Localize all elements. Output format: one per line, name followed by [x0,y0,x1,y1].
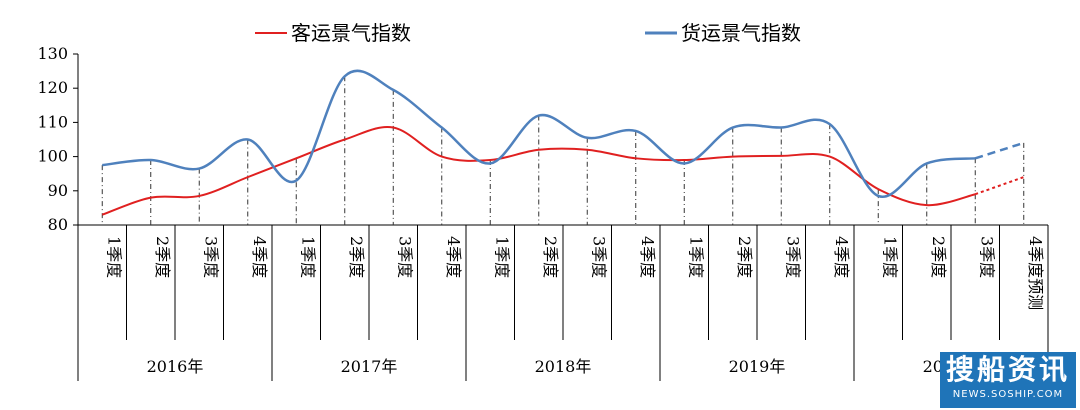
category-label: 4季度 [832,236,851,278]
y-tick-label: 90 [48,181,68,200]
category-label: 4季度 [638,236,657,278]
year-label: 2017年 [341,357,398,376]
series-layer [101,69,1025,216]
series-forecast-passenger [974,176,1025,196]
category-label: 2季度 [347,236,366,278]
category-label: 2季度 [541,236,560,278]
watermark-logo: 搜船资讯 NEWS.SOSHIP.COM [940,352,1076,408]
legend: 客运景气指数 货运景气指数 [255,21,801,45]
category-label: 1季度 [104,236,123,278]
watermark-url: NEWS.SOSHIP.COM [952,389,1064,400]
y-tick-label: 130 [37,44,68,63]
category-label: 1季度 [880,236,899,278]
y-tick-label: 120 [37,78,68,97]
category-label: 1季度 [298,236,317,278]
category-labels: 1季度 2季度 3季度 4季度 1季度 2季度 3季度 4季度 1季度 2季度 3季度 4季度 1季度 2… [104,236,1045,376]
category-label: 1季度 [492,236,511,278]
category-label: 2季度 [735,236,754,278]
category-label: 3季度 [589,236,608,278]
year-label: 2018年 [535,357,592,376]
category-label: 1季度 [686,236,705,278]
series-forecast-freight [974,141,1025,160]
y-tick-label: 100 [37,147,68,166]
category-label: 3季度 [395,236,414,278]
year-label: 2016年 [147,357,204,376]
legend-label: 货运景气指数 [681,21,801,45]
category-label: 3季度 [977,236,996,278]
y-tick-label: 110 [37,112,68,131]
category-label: 3季度 [783,236,802,278]
category-label: 2季度 [153,236,172,278]
axes: 80 90 100 110 120 130 [37,44,1049,381]
category-label: 4季度 [444,236,463,278]
category-label: 4季度 [250,236,269,278]
category-label: 2季度 [929,236,948,278]
category-label: 4季度预测 [1026,236,1045,310]
category-label: 3季度 [201,236,220,278]
watermark-title: 搜船资讯 [945,353,1070,386]
y-tick-label: 80 [48,215,68,234]
legend-label: 客运景气指数 [291,21,411,45]
series-line-freight [102,69,976,198]
year-label: 2019年 [729,357,786,376]
